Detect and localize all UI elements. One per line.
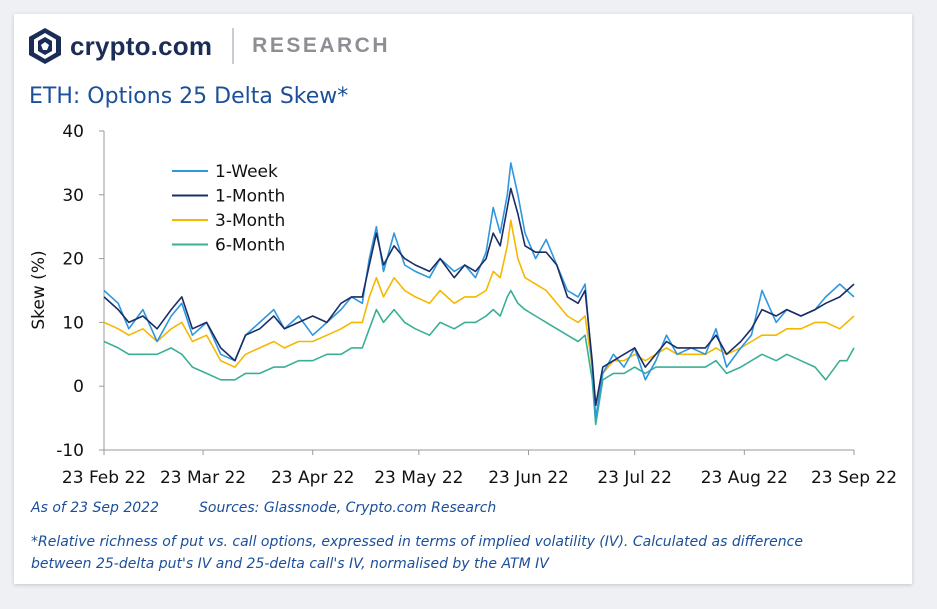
footnote-line-1: *Relative richness of put vs. call optio… [31, 534, 803, 550]
y-tick-label: -10 [56, 441, 84, 461]
x-tick-label: 23 May 22 [374, 468, 463, 488]
x-tick-label: 23 Sep 22 [811, 468, 897, 488]
brand-header: crypto.com RESEARCH [28, 26, 390, 66]
series-line-6-month [103, 289, 855, 426]
as-of-date: As of 23 Sep 2022 [31, 500, 159, 516]
series-line-1-month [103, 187, 855, 407]
y-tick-label: 0 [73, 377, 84, 397]
x-tick-label: 23 Mar 22 [160, 468, 246, 488]
sources-note: Sources: Glassnode, Crypto.com Research [199, 500, 497, 516]
y-tick-label: 40 [62, 122, 84, 142]
x-tick-label: 23 Jul 22 [597, 468, 672, 488]
y-tick-label: 20 [62, 250, 84, 270]
series-line-1-week [103, 162, 855, 419]
y-tick-label: 10 [62, 313, 84, 333]
x-tick-label: 23 Aug 22 [701, 468, 788, 488]
x-tick-label: 23 Jun 22 [488, 468, 569, 488]
x-tick-label: 23 Apr 22 [271, 468, 354, 488]
legend-label-3-month: 3-Month [215, 211, 285, 231]
y-axis-label: Skew (%) [29, 250, 49, 329]
legend-label-1-month: 1-Month [215, 187, 285, 207]
brand-section-label: RESEARCH [252, 34, 391, 57]
legend-label-1-week: 1-Week [215, 162, 278, 182]
x-tick-label: 23 Feb 22 [62, 468, 146, 488]
report-card [14, 14, 912, 584]
brand-divider [232, 28, 235, 64]
lion-shield-icon [29, 28, 61, 64]
legend-label-6-month: 6-Month [215, 236, 285, 256]
series-line-3-month [103, 219, 855, 407]
brand-name: crypto.com [70, 30, 213, 61]
y-tick-label: 30 [62, 186, 84, 206]
footnote-line-2: between 25-delta put's IV and 25-delta c… [31, 556, 549, 572]
chart-title: ETH: Options 25 Delta Skew* [29, 84, 349, 109]
